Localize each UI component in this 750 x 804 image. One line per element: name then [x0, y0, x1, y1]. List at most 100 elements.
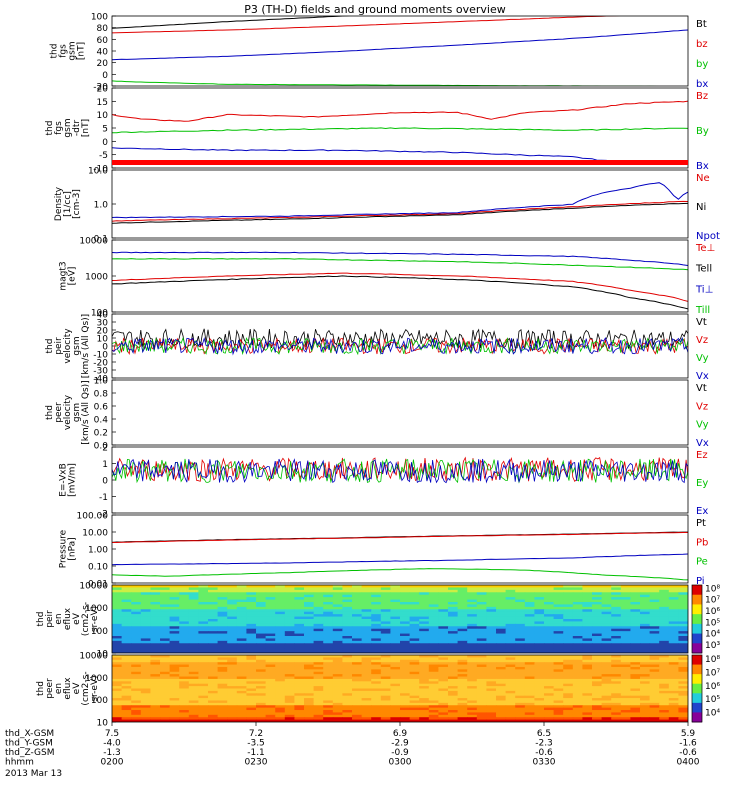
heatmap-cell — [380, 616, 391, 620]
heatmap-cell — [169, 705, 180, 709]
heatmap-cell — [342, 631, 353, 635]
heatmap-cell — [467, 609, 478, 613]
heatmap-cell — [620, 695, 631, 699]
heatmap-cell — [409, 628, 420, 632]
heatmap-cell — [467, 648, 478, 652]
heatmap-cell — [313, 645, 324, 649]
heatmap-cell — [150, 681, 161, 685]
heatmap-cell — [486, 710, 497, 713]
heatmap-cell — [275, 633, 286, 637]
heatmap-cell — [572, 666, 583, 670]
heatmap-cell — [467, 626, 478, 630]
heatmap-cell — [169, 619, 180, 622]
heatmap-cell — [544, 643, 555, 647]
heatmap-cell — [275, 611, 286, 615]
heatmap-cell — [563, 621, 574, 625]
heatmap-cell — [640, 655, 651, 658]
heatmap-cell — [486, 606, 497, 610]
heatmap-cell — [515, 698, 526, 701]
heatmap-cell — [227, 609, 238, 613]
heatmap-cell — [534, 681, 545, 685]
heatmap-cell — [486, 631, 497, 635]
heatmap-cell — [476, 662, 487, 666]
heatmap-cell — [342, 616, 353, 620]
heatmap-cell — [160, 648, 171, 652]
heatmap-cell — [553, 702, 564, 706]
heatmap-cell — [486, 664, 497, 668]
heatmap-cell — [265, 671, 276, 675]
heatmap-cell — [649, 626, 660, 630]
heatmap-cell — [121, 655, 132, 658]
y-tick-label: 80 — [97, 24, 109, 34]
heatmap-cell — [294, 640, 305, 644]
heatmap-cell — [160, 688, 171, 692]
heatmap-cell — [275, 688, 286, 692]
heatmap-cell — [265, 616, 276, 620]
heatmap-cell — [553, 594, 564, 598]
ylabel-line: [nPa] — [68, 537, 78, 560]
series-group — [112, 456, 688, 484]
heatmap-cell — [169, 719, 180, 722]
heatmap-cell — [188, 702, 199, 706]
legend-Npot: Npot — [696, 231, 720, 242]
heatmap-cell — [476, 587, 487, 591]
heatmap-cell — [601, 611, 612, 615]
heatmap-cell — [304, 664, 315, 668]
heatmap-cell — [620, 592, 631, 596]
heatmap-cell — [332, 594, 343, 598]
series-line-Vt — [112, 328, 688, 350]
heatmap-cell — [486, 719, 497, 722]
heatmap-cell — [112, 585, 123, 588]
heatmap-cell — [611, 650, 622, 653]
heatmap-cell — [342, 645, 353, 649]
heatmap-cell — [121, 676, 132, 680]
heatmap-cell — [169, 714, 180, 718]
heatmap-cell — [659, 648, 670, 652]
heatmap-cell — [448, 700, 459, 704]
heatmap-cell — [524, 592, 535, 596]
heatmap-cell — [332, 707, 343, 711]
heatmap-cell — [188, 587, 199, 591]
heatmap-cell — [563, 623, 574, 627]
heatmap-cell — [332, 683, 343, 687]
heatmap-cell — [515, 657, 526, 661]
heatmap-cell — [649, 657, 660, 661]
heatmap-cell — [524, 616, 535, 620]
heatmap-cell — [352, 678, 363, 682]
heatmap-cell — [630, 585, 641, 588]
ylabel-line: [nT] — [81, 119, 91, 137]
heatmap-cell — [390, 640, 401, 644]
heatmap-cell — [208, 606, 219, 610]
heatmap-cell — [601, 604, 612, 608]
heatmap-cell — [592, 648, 603, 652]
heatmap-cell — [611, 705, 622, 709]
heatmap-cell — [611, 669, 622, 673]
heatmap-cell — [275, 621, 286, 625]
heatmap-cell — [630, 631, 641, 635]
heatmap-cell — [678, 664, 688, 668]
heatmap-cell — [160, 676, 171, 680]
heatmap-cell — [371, 666, 382, 670]
heatmap-cell — [649, 631, 660, 635]
heatmap-cell — [198, 650, 209, 653]
heatmap-cell — [544, 609, 555, 613]
heatmap-cell — [601, 666, 612, 670]
heatmap-cell — [457, 666, 468, 670]
heatmap-cell — [275, 681, 286, 685]
heatmap-cell — [236, 587, 247, 591]
heatmap-cell — [323, 589, 334, 593]
heatmap-cell — [659, 707, 670, 711]
heatmap-cell — [476, 698, 487, 701]
heatmap-cell — [601, 681, 612, 685]
heatmap-cell — [246, 611, 257, 615]
heatmap-cell — [400, 683, 411, 687]
heatmap-cell — [582, 688, 593, 692]
legend-bx: bx — [696, 79, 708, 90]
legend-Till: Till — [695, 305, 710, 316]
heatmap-cell — [400, 616, 411, 620]
heatmap-cell — [515, 587, 526, 591]
heatmap-cell — [313, 659, 324, 663]
heatmap-cell — [486, 636, 497, 639]
heatmap-cell — [112, 710, 123, 713]
heatmap-cell — [553, 690, 564, 694]
